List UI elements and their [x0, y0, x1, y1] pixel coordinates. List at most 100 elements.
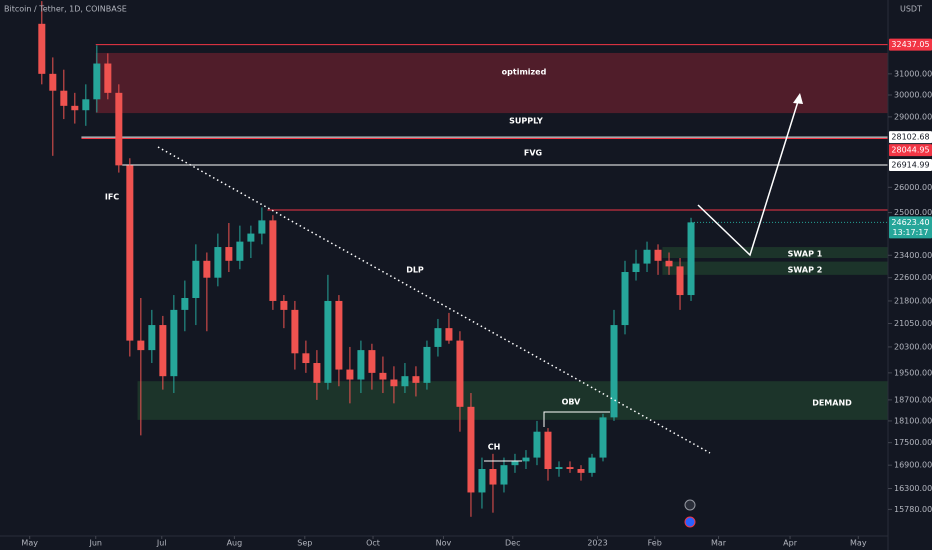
candle-body	[500, 465, 508, 485]
candle-body	[346, 369, 354, 380]
candle-body	[456, 340, 464, 407]
trendline	[157, 146, 711, 454]
candle-body	[632, 263, 640, 273]
countdown: 13:17:17	[893, 228, 929, 237]
price-tag	[889, 158, 932, 171]
price-tag-label: 32437.05	[891, 40, 929, 49]
candle-body	[302, 353, 310, 364]
x-tick-label: Nov	[436, 539, 452, 548]
candle-body	[192, 260, 200, 298]
y-tick-label: 20300.00	[894, 342, 932, 351]
x-tick-label: May	[21, 539, 38, 548]
candle-body	[555, 467, 563, 469]
candle-body	[478, 468, 486, 493]
candle-body	[203, 260, 211, 278]
projection-path	[697, 94, 801, 257]
candle-body	[126, 165, 134, 341]
y-tick-label: 18700.00	[894, 395, 932, 404]
candle-body	[676, 266, 684, 296]
candle-body	[313, 363, 321, 383]
candle-body	[236, 241, 244, 261]
candle-body	[159, 325, 167, 377]
x-tick-label: Oct	[366, 539, 380, 548]
candle-body	[60, 90, 68, 106]
candle-body	[643, 249, 651, 264]
candle-body	[654, 249, 662, 261]
y-tick-label: 29000.00	[894, 112, 932, 121]
candle-body	[445, 328, 453, 341]
currency-label: USDT	[900, 5, 922, 14]
candle-body	[423, 346, 431, 383]
candle-body	[610, 325, 618, 418]
annotation: CH	[488, 443, 501, 452]
candle-body	[115, 92, 123, 166]
candle-body	[621, 272, 629, 326]
y-tick-label: 16900.00	[894, 461, 932, 470]
y-tick-label: 21800.00	[894, 296, 932, 305]
candle-body	[291, 309, 299, 354]
annotation: SWAP 2	[788, 266, 823, 275]
candle-body	[104, 63, 112, 93]
candle-body	[544, 431, 552, 469]
zone	[662, 247, 888, 259]
candle-body	[390, 379, 398, 387]
event-icon[interactable]	[684, 499, 696, 511]
arrow-head	[793, 93, 803, 104]
annotation: DEMAND	[812, 399, 852, 408]
candle-body	[148, 325, 156, 351]
candle-body	[181, 297, 189, 310]
y-tick-label: 21050.00	[894, 319, 932, 328]
candle-body	[269, 220, 277, 301]
x-tick-label: Sep	[297, 539, 312, 548]
last-price-tag	[889, 216, 932, 239]
zone	[137, 381, 889, 420]
candle-body	[258, 220, 266, 234]
y-tick-label: 18100.00	[894, 416, 932, 425]
candle-body	[82, 99, 90, 111]
y-tick-label: 17500.00	[894, 438, 932, 447]
annotation: IFC	[105, 193, 119, 202]
x-tick-label: Apr	[783, 539, 798, 548]
candle-body	[599, 417, 607, 458]
x-tick-label: Feb	[648, 539, 662, 548]
last-price-label: 24623.40	[891, 218, 929, 227]
candle-body	[489, 468, 497, 485]
candle-body	[93, 63, 101, 100]
candle-body	[38, 23, 46, 74]
candle-body	[467, 406, 475, 493]
candle-body	[379, 372, 387, 380]
candle-body	[280, 300, 288, 310]
candle-body	[247, 233, 255, 242]
candle-body	[533, 431, 541, 458]
annotation: DLP	[406, 266, 424, 275]
candle-body	[357, 350, 365, 380]
candle-body	[434, 328, 442, 347]
x-tick-label: Mar	[711, 539, 727, 548]
annotation: OBV	[562, 398, 582, 407]
y-tick-label: 26000.00	[894, 183, 932, 192]
x-tick-label: Jun	[88, 539, 102, 548]
y-tick-label: 30000.00	[894, 90, 932, 99]
y-tick-label: 16300.00	[894, 484, 932, 493]
candle-body	[324, 300, 332, 383]
candle-body	[577, 468, 585, 473]
candle-body	[522, 457, 530, 462]
x-tick-label: Dec	[505, 539, 520, 548]
y-tick-label: 31000.00	[894, 69, 932, 78]
y-tick-label: 23400.00	[894, 251, 932, 260]
annotation: SUPPLY	[509, 117, 543, 126]
candle-body	[49, 73, 57, 91]
price-tag-label: 26914.99	[891, 160, 929, 169]
price-tag	[889, 131, 932, 144]
candle-body	[412, 376, 420, 383]
price-tag	[889, 144, 932, 157]
x-tick-label: 2023	[587, 539, 607, 548]
candle-body	[401, 376, 409, 387]
y-tick-label: 15780.00	[894, 505, 932, 514]
event-icon[interactable]	[684, 516, 696, 528]
x-tick-label: Jul	[156, 539, 167, 548]
price-tag-label: 28044.95	[891, 146, 929, 155]
candle-body	[566, 467, 574, 469]
candle-body	[687, 222, 695, 296]
